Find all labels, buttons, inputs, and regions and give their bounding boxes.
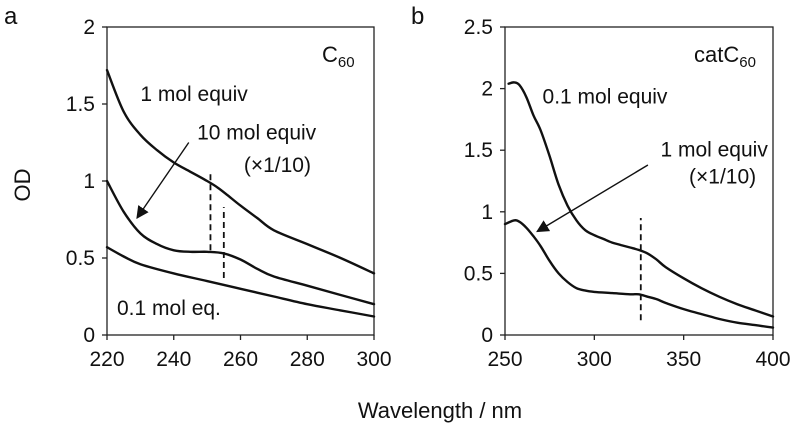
panel-a-chart: a OD 0 0.5 1 1.5 2 220 240 260 280 300 C60 1 mol… — [4, 3, 392, 371]
x-tick-label: 240 — [156, 348, 191, 371]
panel-b-title-base: catC — [694, 42, 739, 67]
y-tick-label: 2 — [481, 78, 493, 101]
panel-a-title: C60 — [322, 42, 355, 71]
panel-b-arrow — [536, 164, 649, 233]
x-tick-label: 350 — [666, 348, 701, 371]
annotation-a-scale-factor: (×1/10) — [244, 154, 311, 177]
panel-b-title-subscript: 60 — [739, 54, 756, 71]
annotation-0-1-mol-equiv: 0.1 mol equiv — [543, 85, 668, 108]
y-tick-label: 1.5 — [66, 93, 95, 116]
y-tick-label: 0.5 — [464, 262, 493, 285]
x-tick-label: 220 — [89, 348, 124, 371]
panel-a-title-subscript: 60 — [338, 54, 355, 71]
y-tick-label: 1 — [481, 201, 493, 224]
y-tick-label: 1 — [83, 170, 95, 193]
panel-b-label: b — [411, 3, 424, 30]
y-axis-label: OD — [10, 169, 35, 202]
x-tick-label: 250 — [487, 348, 522, 371]
x-tick-label: 400 — [755, 348, 790, 371]
panel-b-chart: b 0 0.5 1 1.5 2 2.5 250 300 350 400 catC60 0.1 m… — [411, 3, 791, 371]
y-tick-label: 2 — [83, 16, 95, 39]
panel-b-title: catC60 — [694, 42, 756, 71]
series-line-0-1-mol-eq — [105, 246, 376, 318]
x-tick-label: 300 — [356, 348, 391, 371]
panel-a-label: a — [4, 3, 18, 30]
panel-b-plot-frame — [504, 26, 774, 336]
x-tick-label: 260 — [223, 348, 258, 371]
series-line-1-mol-equiv-1-10 — [503, 219, 775, 329]
annotation-10-mol-equiv: 10 mol equiv — [197, 121, 317, 144]
annotation-b-scale-factor: (×1/10) — [689, 165, 756, 188]
annotation-b-1-mol-equiv: 1 mol equiv — [660, 138, 768, 161]
series-line-10-mol-equiv-1-10 — [105, 179, 376, 306]
y-tick-label: 2.5 — [464, 16, 493, 39]
panel-a-arrow — [136, 142, 190, 219]
annotation-0-1-mol-eq: 0.1 mol eq. — [117, 297, 221, 320]
panel-a-title-base: C — [322, 42, 338, 67]
x-tick-label: 300 — [577, 348, 612, 371]
series-line-1-mol-equiv — [105, 68, 376, 275]
y-tick-label: 1.5 — [464, 139, 493, 162]
x-axis-label: Wavelength / nm — [358, 398, 522, 423]
y-tick-label: 0.5 — [66, 247, 95, 270]
x-tick-label: 280 — [290, 348, 325, 371]
y-tick-label: 0 — [481, 324, 493, 347]
annotation-1-mol-equiv: 1 mol equiv — [140, 83, 248, 106]
y-tick-label: 0 — [83, 324, 95, 347]
series-line-0-1-mol-equiv — [507, 81, 775, 318]
